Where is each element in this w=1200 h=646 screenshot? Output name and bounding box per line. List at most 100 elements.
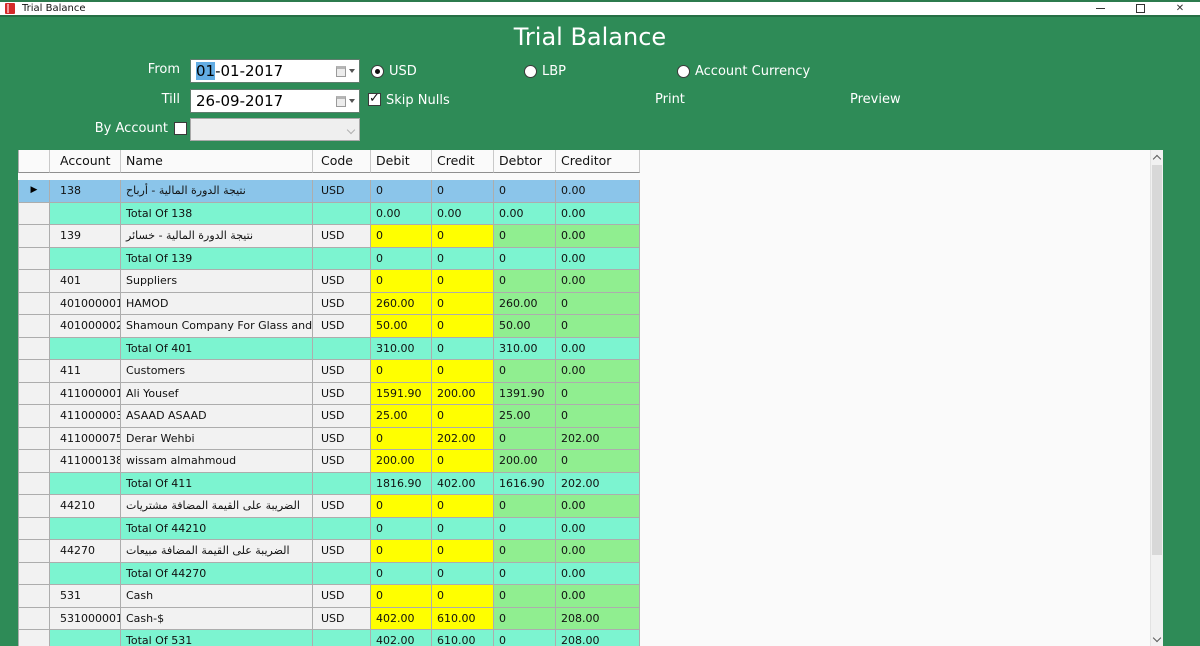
cell-debit[interactable]: 0: [371, 270, 432, 293]
grid-data-row[interactable]: 531000001 Cash-$ USD 402.00 610.00 0 208.00: [18, 607, 641, 630]
cell-debit[interactable]: 0: [371, 180, 432, 203]
cell-debit[interactable]: 402.00: [371, 630, 432, 646]
till-date-picker[interactable]: 26-09-2017: [190, 89, 360, 113]
cell-name[interactable]: Total Of 44270: [121, 562, 313, 585]
radio-lbp-label[interactable]: LBP: [542, 64, 567, 79]
cell-name[interactable]: Total Of 44210: [121, 517, 313, 540]
cell-account[interactable]: 531000001: [50, 607, 121, 630]
cell-code[interactable]: [313, 472, 371, 495]
cell-debtor[interactable]: 50.00: [494, 315, 556, 338]
cell-code[interactable]: USD: [313, 427, 371, 450]
grid-total-row[interactable]: Total Of 531 402.00 610.00 0 208.00: [18, 630, 641, 646]
cell-credit[interactable]: 0: [432, 450, 494, 473]
row-selector-cell[interactable]: [18, 270, 50, 293]
cell-name[interactable]: Derar Wehbi: [121, 427, 313, 450]
row-selector-cell[interactable]: [18, 427, 50, 450]
cell-debtor[interactable]: 0.00: [494, 202, 556, 225]
cell-code[interactable]: [313, 247, 371, 270]
cell-debit[interactable]: 50.00: [371, 315, 432, 338]
cell-name[interactable]: نتيجة الدورة المالية - أرباح: [121, 180, 313, 203]
cell-code[interactable]: USD: [313, 540, 371, 563]
cell-name[interactable]: نتيجة الدورة المالية - خسائر: [121, 225, 313, 248]
cell-creditor[interactable]: 0.00: [556, 360, 640, 383]
cell-code[interactable]: [313, 630, 371, 646]
grid-data-row[interactable]: 411000075 Derar Wehbi USD 0 202.00 0 202.00: [18, 427, 641, 450]
close-button[interactable]: ✕: [1160, 2, 1200, 15]
cell-code[interactable]: USD: [313, 360, 371, 383]
print-button[interactable]: Print: [655, 92, 685, 107]
cell-code[interactable]: USD: [313, 607, 371, 630]
till-date-dropdown-button[interactable]: [336, 95, 359, 107]
row-selector-cell[interactable]: [18, 540, 50, 563]
cell-creditor[interactable]: 202.00: [556, 427, 640, 450]
cell-name[interactable]: Total Of 531: [121, 630, 313, 646]
grid-data-row[interactable]: 411000001 Ali Yousef USD 1591.90 200.00 1391.…: [18, 382, 641, 405]
cell-name[interactable]: Shamoun Company For Glass and Mirrors: [121, 315, 313, 338]
cell-debit[interactable]: 1816.90: [371, 472, 432, 495]
cell-credit[interactable]: 402.00: [432, 472, 494, 495]
preview-button[interactable]: Preview: [850, 92, 901, 107]
cell-credit[interactable]: 0: [432, 247, 494, 270]
row-selector-cell[interactable]: [18, 202, 50, 225]
cell-account[interactable]: [50, 247, 121, 270]
cell-debtor[interactable]: 310.00: [494, 337, 556, 360]
account-combobox[interactable]: [190, 118, 360, 141]
cell-creditor[interactable]: 208.00: [556, 607, 640, 630]
cell-debtor[interactable]: 0: [494, 607, 556, 630]
restore-button[interactable]: [1120, 2, 1160, 15]
skip-nulls-label[interactable]: Skip Nulls: [386, 93, 450, 108]
cell-debtor[interactable]: 0: [494, 585, 556, 608]
cell-name[interactable]: Cash: [121, 585, 313, 608]
cell-debtor[interactable]: 0: [494, 630, 556, 646]
cell-account[interactable]: 531: [50, 585, 121, 608]
cell-name[interactable]: Cash-$: [121, 607, 313, 630]
row-selector-cell[interactable]: [18, 315, 50, 338]
grid-data-row[interactable]: 44210 الضريبة على القيمة المضافة مشتريات U…: [18, 495, 641, 518]
cell-credit[interactable]: 0: [432, 360, 494, 383]
radio-account-currency-label[interactable]: Account Currency: [695, 64, 811, 79]
cell-debit[interactable]: 0: [371, 585, 432, 608]
cell-credit[interactable]: 0.00: [432, 202, 494, 225]
cell-credit[interactable]: 0: [432, 405, 494, 428]
column-header-debtor[interactable]: Debtor: [494, 150, 556, 173]
cell-credit[interactable]: 0: [432, 540, 494, 563]
cell-debtor[interactable]: 260.00: [494, 292, 556, 315]
row-selector-cell[interactable]: [18, 607, 50, 630]
cell-code[interactable]: USD: [313, 270, 371, 293]
cell-credit[interactable]: 0: [432, 562, 494, 585]
cell-credit[interactable]: 0: [432, 337, 494, 360]
cell-account[interactable]: 44270: [50, 540, 121, 563]
cell-debit[interactable]: 0: [371, 247, 432, 270]
cell-credit[interactable]: 610.00: [432, 630, 494, 646]
cell-debtor[interactable]: 200.00: [494, 450, 556, 473]
cell-creditor[interactable]: 0.00: [556, 337, 640, 360]
cell-debit[interactable]: 402.00: [371, 607, 432, 630]
row-selector-cell[interactable]: [18, 382, 50, 405]
cell-code[interactable]: USD: [313, 382, 371, 405]
cell-debit[interactable]: 0: [371, 427, 432, 450]
from-date-dropdown-button[interactable]: [336, 65, 359, 77]
cell-name[interactable]: الضريبة على القيمة المضافة مشتريات: [121, 495, 313, 518]
scroll-up-button[interactable]: [1151, 150, 1163, 165]
row-selector-cell[interactable]: ▶: [18, 180, 50, 203]
column-header-credit[interactable]: Credit: [432, 150, 494, 173]
radio-account-currency[interactable]: [677, 65, 690, 78]
cell-debit[interactable]: 1591.90: [371, 382, 432, 405]
cell-debtor[interactable]: 0: [494, 427, 556, 450]
cell-debtor[interactable]: 25.00: [494, 405, 556, 428]
cell-debtor[interactable]: 0: [494, 540, 556, 563]
cell-account[interactable]: 411: [50, 360, 121, 383]
cell-code[interactable]: USD: [313, 292, 371, 315]
cell-creditor[interactable]: 0.00: [556, 495, 640, 518]
cell-debit[interactable]: 0: [371, 360, 432, 383]
cell-account[interactable]: 411000001: [50, 382, 121, 405]
cell-debit[interactable]: 0: [371, 562, 432, 585]
column-header-name[interactable]: Name: [121, 150, 313, 173]
cell-creditor[interactable]: 0.00: [556, 225, 640, 248]
cell-account[interactable]: 411000138: [50, 450, 121, 473]
column-header-code[interactable]: Code: [313, 150, 371, 173]
row-selector-cell[interactable]: [18, 517, 50, 540]
cell-account[interactable]: 139: [50, 225, 121, 248]
cell-code[interactable]: USD: [313, 495, 371, 518]
